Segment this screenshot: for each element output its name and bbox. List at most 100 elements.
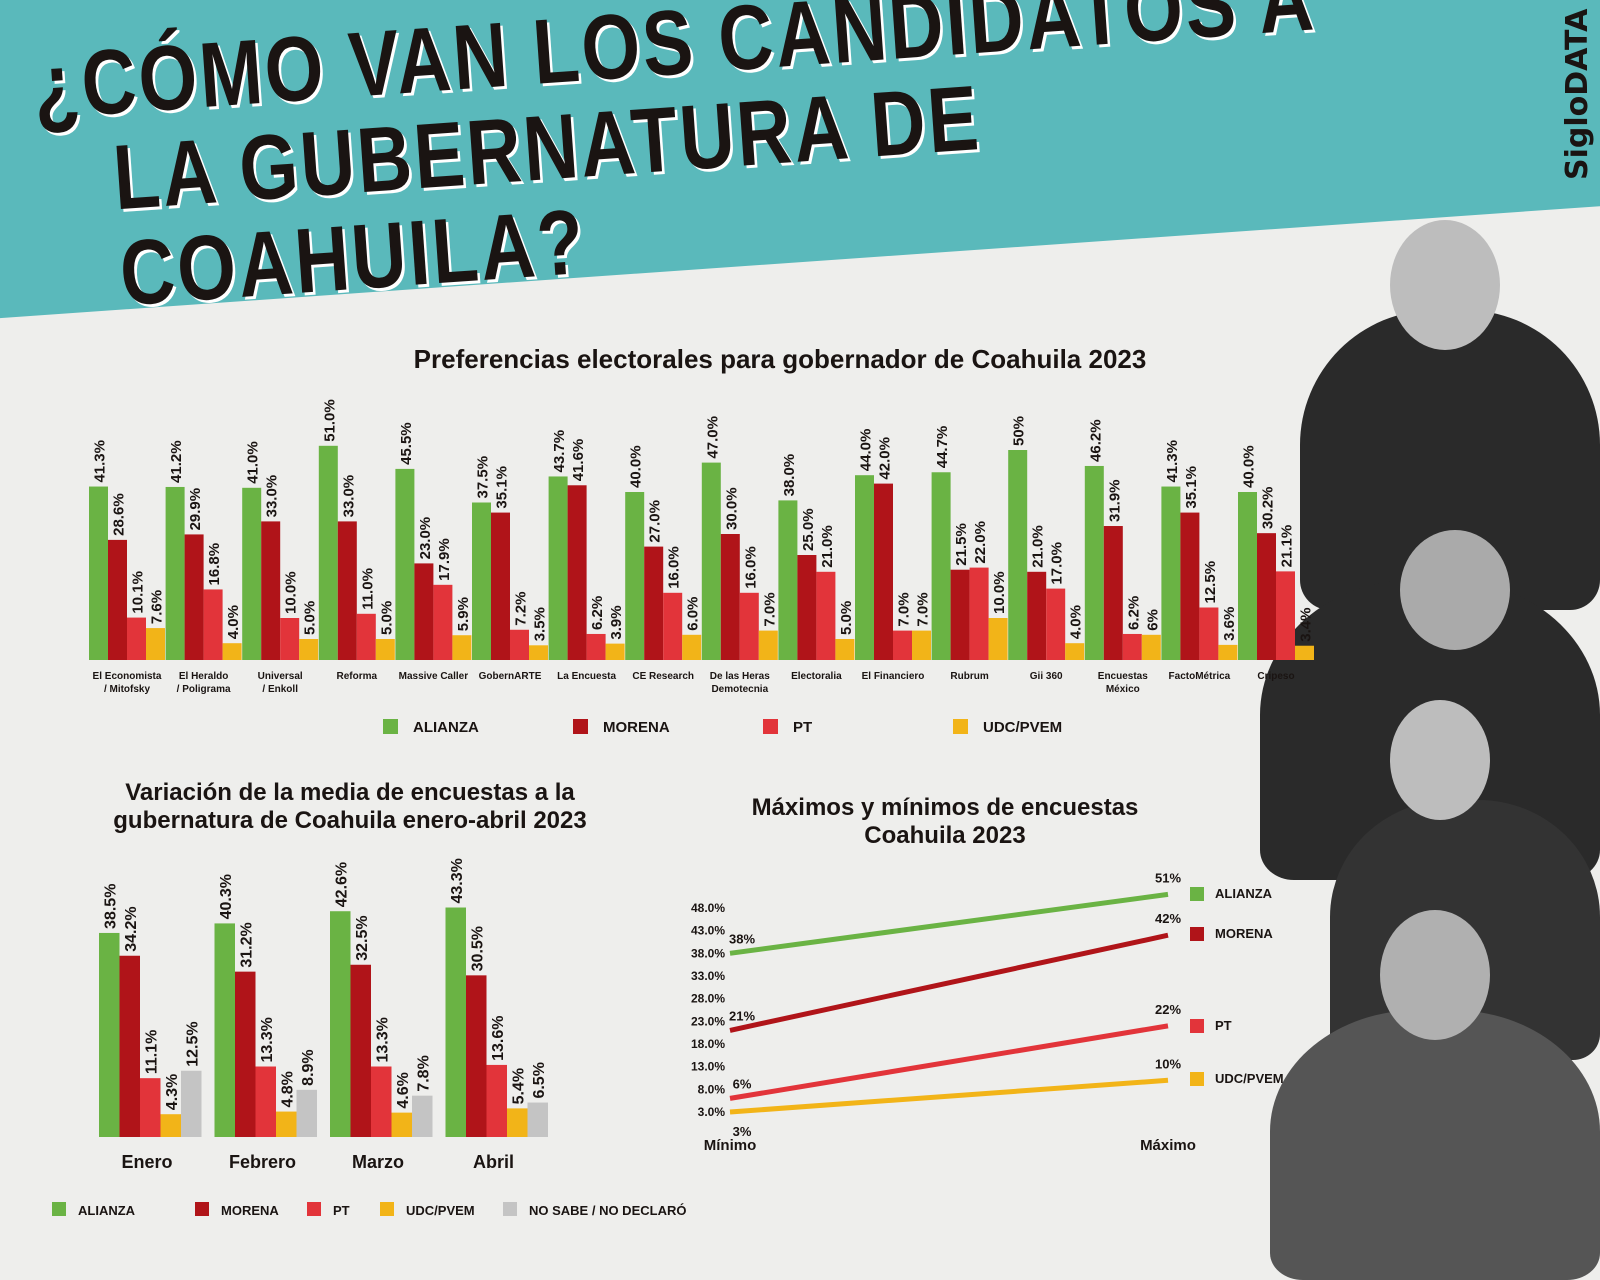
data-label: 41.2% bbox=[168, 440, 185, 483]
legend-label: UDC/PVEM bbox=[406, 1203, 475, 1218]
data-label: 10% bbox=[1155, 1056, 1181, 1071]
bar bbox=[1084, 465, 1104, 660]
data-label: 3.4% bbox=[1298, 608, 1315, 642]
candidate-face bbox=[1390, 220, 1500, 350]
bar bbox=[1218, 644, 1238, 660]
bar bbox=[412, 1095, 433, 1137]
data-label: 13.3% bbox=[374, 1017, 391, 1062]
data-label: 22% bbox=[1155, 1002, 1181, 1017]
data-label: 6% bbox=[1144, 609, 1161, 631]
data-label: 21.0% bbox=[819, 525, 836, 568]
bar bbox=[203, 589, 223, 660]
bar bbox=[912, 630, 931, 660]
category-label: GobernARTE bbox=[479, 671, 542, 682]
category-label: / Poligrama bbox=[177, 684, 231, 695]
data-label: 40.0% bbox=[1241, 445, 1258, 488]
legend-label: MORENA bbox=[1215, 926, 1273, 941]
data-label: 6.5% bbox=[531, 1062, 548, 1098]
category-label: Enero bbox=[121, 1152, 172, 1172]
data-label: 38.0% bbox=[781, 454, 798, 497]
bar bbox=[127, 617, 146, 660]
bar bbox=[261, 521, 281, 660]
legend-label: PT bbox=[1215, 1018, 1232, 1033]
data-label: 7.8% bbox=[415, 1055, 432, 1091]
bar bbox=[371, 1066, 392, 1137]
data-label: 30.5% bbox=[469, 926, 486, 971]
bar bbox=[99, 932, 120, 1137]
bar bbox=[625, 492, 645, 660]
bar bbox=[89, 486, 108, 660]
y-tick-label: 23.0% bbox=[691, 1014, 725, 1028]
bar bbox=[181, 1070, 202, 1137]
series-line bbox=[729, 932, 1169, 1033]
bar bbox=[605, 643, 625, 660]
data-label: 8.9% bbox=[300, 1049, 317, 1085]
bar bbox=[893, 630, 912, 660]
legend-label: ALIANZA bbox=[413, 719, 479, 736]
category-label: La Encuesta bbox=[557, 671, 616, 682]
data-label: 31.9% bbox=[1106, 479, 1123, 522]
bar bbox=[797, 555, 817, 660]
data-label: 10.0% bbox=[283, 571, 300, 614]
data-label: 10.0% bbox=[991, 571, 1008, 614]
legend-label: ALIANZA bbox=[78, 1203, 136, 1218]
data-label: 37.5% bbox=[475, 456, 492, 499]
data-label: 5.0% bbox=[378, 601, 395, 635]
data-label: 31.2% bbox=[238, 922, 255, 967]
bar bbox=[682, 634, 702, 660]
candidate-face bbox=[1380, 910, 1490, 1040]
data-label: 40.0% bbox=[628, 445, 645, 488]
bar bbox=[433, 584, 453, 660]
legend-label: PT bbox=[793, 719, 812, 736]
data-label: 5.0% bbox=[302, 601, 319, 635]
category-label: / Mitofsky bbox=[104, 684, 151, 695]
data-label: 47.0% bbox=[704, 416, 721, 459]
category-label: Reforma bbox=[337, 671, 378, 682]
bar bbox=[108, 539, 127, 660]
data-label: 3.6% bbox=[1221, 607, 1238, 641]
x-tick-label: Máximo bbox=[1140, 1137, 1196, 1154]
category-label: Universal bbox=[258, 671, 303, 682]
category-label: Marzo bbox=[352, 1152, 404, 1172]
bar bbox=[1122, 633, 1142, 660]
data-label: 40.3% bbox=[218, 874, 235, 919]
bar bbox=[255, 1066, 276, 1137]
bar bbox=[527, 1102, 548, 1137]
x-tick-label: Mínimo bbox=[704, 1137, 757, 1154]
data-label: 41.3% bbox=[92, 440, 109, 483]
category-label: De las Heras bbox=[710, 671, 770, 682]
bar bbox=[452, 635, 472, 660]
bar bbox=[701, 462, 721, 660]
bar bbox=[184, 534, 204, 660]
category-label: Demotecnia bbox=[711, 684, 768, 695]
data-label: 42.0% bbox=[877, 437, 894, 480]
bar bbox=[414, 563, 434, 660]
data-label: 3.9% bbox=[608, 605, 625, 639]
candidate-face bbox=[1400, 530, 1510, 650]
data-label: 6.2% bbox=[589, 596, 606, 630]
legend-label: PT bbox=[333, 1203, 350, 1218]
bar bbox=[1238, 492, 1257, 660]
data-label: 27.0% bbox=[647, 500, 664, 543]
bar bbox=[1027, 571, 1047, 660]
candidate-photo bbox=[1270, 1010, 1600, 1280]
bar bbox=[739, 592, 759, 660]
bar bbox=[445, 907, 466, 1137]
bar bbox=[816, 571, 836, 660]
bar bbox=[720, 534, 740, 660]
chart-title: Preferencias electorales para gobernador… bbox=[414, 344, 1147, 374]
bar bbox=[375, 639, 395, 660]
bar bbox=[855, 475, 874, 660]
data-label: 11.1% bbox=[143, 1030, 160, 1074]
category-label: El Heraldo bbox=[179, 671, 228, 682]
bar bbox=[472, 502, 491, 660]
category-label: Cripeso bbox=[1257, 671, 1294, 682]
data-label: 45.5% bbox=[398, 422, 415, 465]
data-label: 21.1% bbox=[1279, 525, 1296, 568]
series-line bbox=[729, 891, 1169, 956]
bar bbox=[1180, 512, 1200, 660]
data-label: 22.0% bbox=[972, 521, 989, 564]
legend-swatch bbox=[380, 1202, 394, 1216]
bar bbox=[988, 618, 1008, 660]
